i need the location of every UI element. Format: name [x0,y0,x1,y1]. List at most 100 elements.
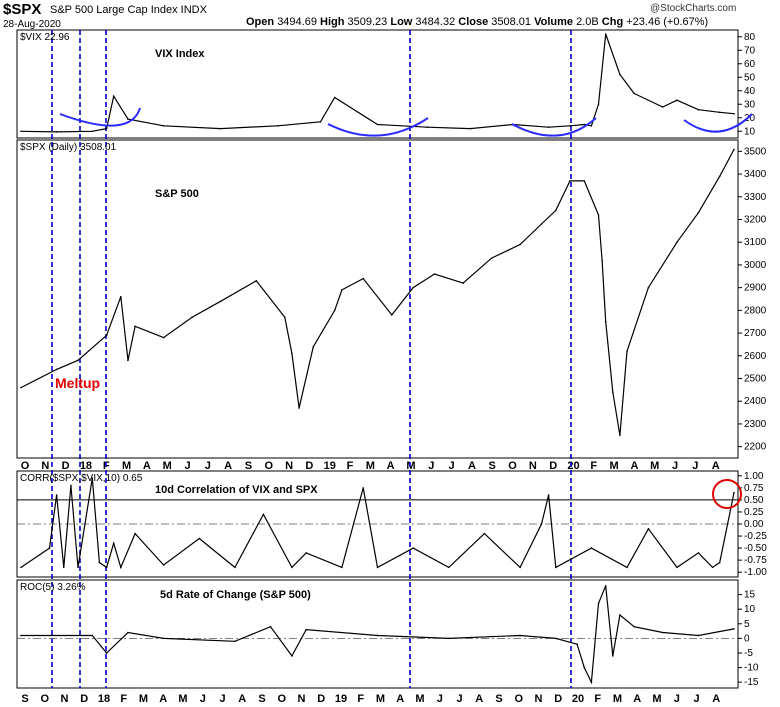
y-tick-label: -10 [744,663,759,674]
data-point-corr [540,523,543,525]
y-tick-label: 2400 [744,396,767,407]
y-tick-label: 2500 [744,374,767,385]
data-point-corr [98,561,101,564]
legend-vix: $VIX 22.96 [20,32,70,43]
high-label: High [320,16,345,28]
data-point-roc [291,655,293,657]
trough-arc [327,117,429,137]
data-point-corr [48,547,51,549]
data-point-vix [91,130,94,133]
data-point-spx [362,277,365,280]
series-line-roc [21,585,735,685]
data-point-corr [20,566,22,569]
data-point-roc [619,614,621,616]
data-point-corr [55,494,58,496]
data-point-vix [583,123,586,126]
data-point-roc [611,655,614,657]
data-point-spx [341,289,343,291]
data-point-vix [569,125,571,127]
data-point-vix [426,126,429,128]
y-tick-label: 2600 [744,351,767,362]
data-point-spx [718,175,721,178]
y-tick-label: 50 [744,72,756,83]
x-tick-label: N [535,693,543,705]
trough-arc [59,107,141,127]
data-point-roc [127,631,129,634]
x-tick-label: S [21,693,28,705]
data-point-spx [333,309,336,312]
y-tick-label: 10 [744,604,756,615]
data-point-corr [718,561,721,564]
x-tick-label: J [184,460,190,472]
data-point-corr [105,566,108,569]
data-point-roc [105,652,108,654]
y-tick-label: 0.50 [744,495,764,506]
x-tick-label: M [610,460,619,472]
data-point-spx [219,300,222,303]
x-tick-label: M [178,693,187,705]
data-point-roc [604,585,607,587]
ohlc-readout: Open 3494.69 High 3509.23 Low 3484.32 Cl… [246,16,708,28]
low-value: 3484.32 [415,16,456,28]
data-point-corr [234,566,236,569]
low-label: Low [390,16,413,28]
y-tick-label: 30 [744,99,756,110]
data-point-roc [376,634,379,637]
data-point-vix [697,108,700,111]
x-tick-label: J [219,693,225,705]
data-point-vix [20,130,22,133]
x-tick-label: M [650,460,659,472]
data-point-spx [127,359,129,362]
data-point-corr [134,532,136,535]
x-tick-label: J [692,460,698,472]
data-point-vix [55,131,58,133]
y-tick-label: 10 [744,126,756,137]
data-point-spx [55,368,58,371]
data-point-roc [554,637,557,640]
x-tick-label: M [406,460,415,472]
x-tick-label: D [549,460,557,472]
close-value: 3508.01 [491,16,532,28]
data-point-spx [291,352,293,355]
legend-spx: $SPX (Daily) 3508.01 [20,142,117,153]
data-point-spx [619,434,621,437]
x-tick-label: O [264,460,273,472]
x-tick-label: A [712,460,720,472]
data-point-spx [554,209,557,212]
symbol: $SPX [3,1,42,18]
data-point-corr [305,552,308,554]
x-tick-label: A [238,693,246,705]
x-tick-label: M [163,460,172,472]
x-tick-label: 20 [572,693,584,705]
data-point-vix [162,125,165,127]
legend-corr: CORR($SPX,$VIX,10) 0.65 [20,473,143,484]
x-tick-label: O [508,460,517,472]
y-tick-label: 0.75 [744,483,764,494]
data-point-spx [134,325,136,328]
data-point-spx [20,386,22,389]
x-tick-label: M [366,460,375,472]
y-tick-label: 0 [744,633,750,644]
chg-value: +23.46 (+0.67%) [626,16,709,28]
x-tick-label: M [613,693,622,705]
y-tick-label: 0.00 [744,519,764,530]
x-tick-label: S [245,460,252,472]
high-value: 3509.23 [347,16,388,28]
data-point-roc [305,628,308,631]
x-tick-label: O [514,693,523,705]
panel-title-spx: S&P 500 [155,188,199,200]
data-point-corr [448,566,450,569]
data-point-vix [376,123,379,126]
data-point-vix [547,126,550,128]
data-point-vix [105,127,108,130]
y-tick-label: 5 [744,619,750,630]
x-tick-label: M [652,693,661,705]
x-tick-label: F [594,693,601,705]
x-tick-label: J [693,693,699,705]
x-tick-label: N [61,693,69,705]
data-point-vix [319,121,322,123]
open-value: 3494.69 [277,16,317,28]
x-tick-label: A [224,460,232,472]
data-point-roc [633,625,635,628]
